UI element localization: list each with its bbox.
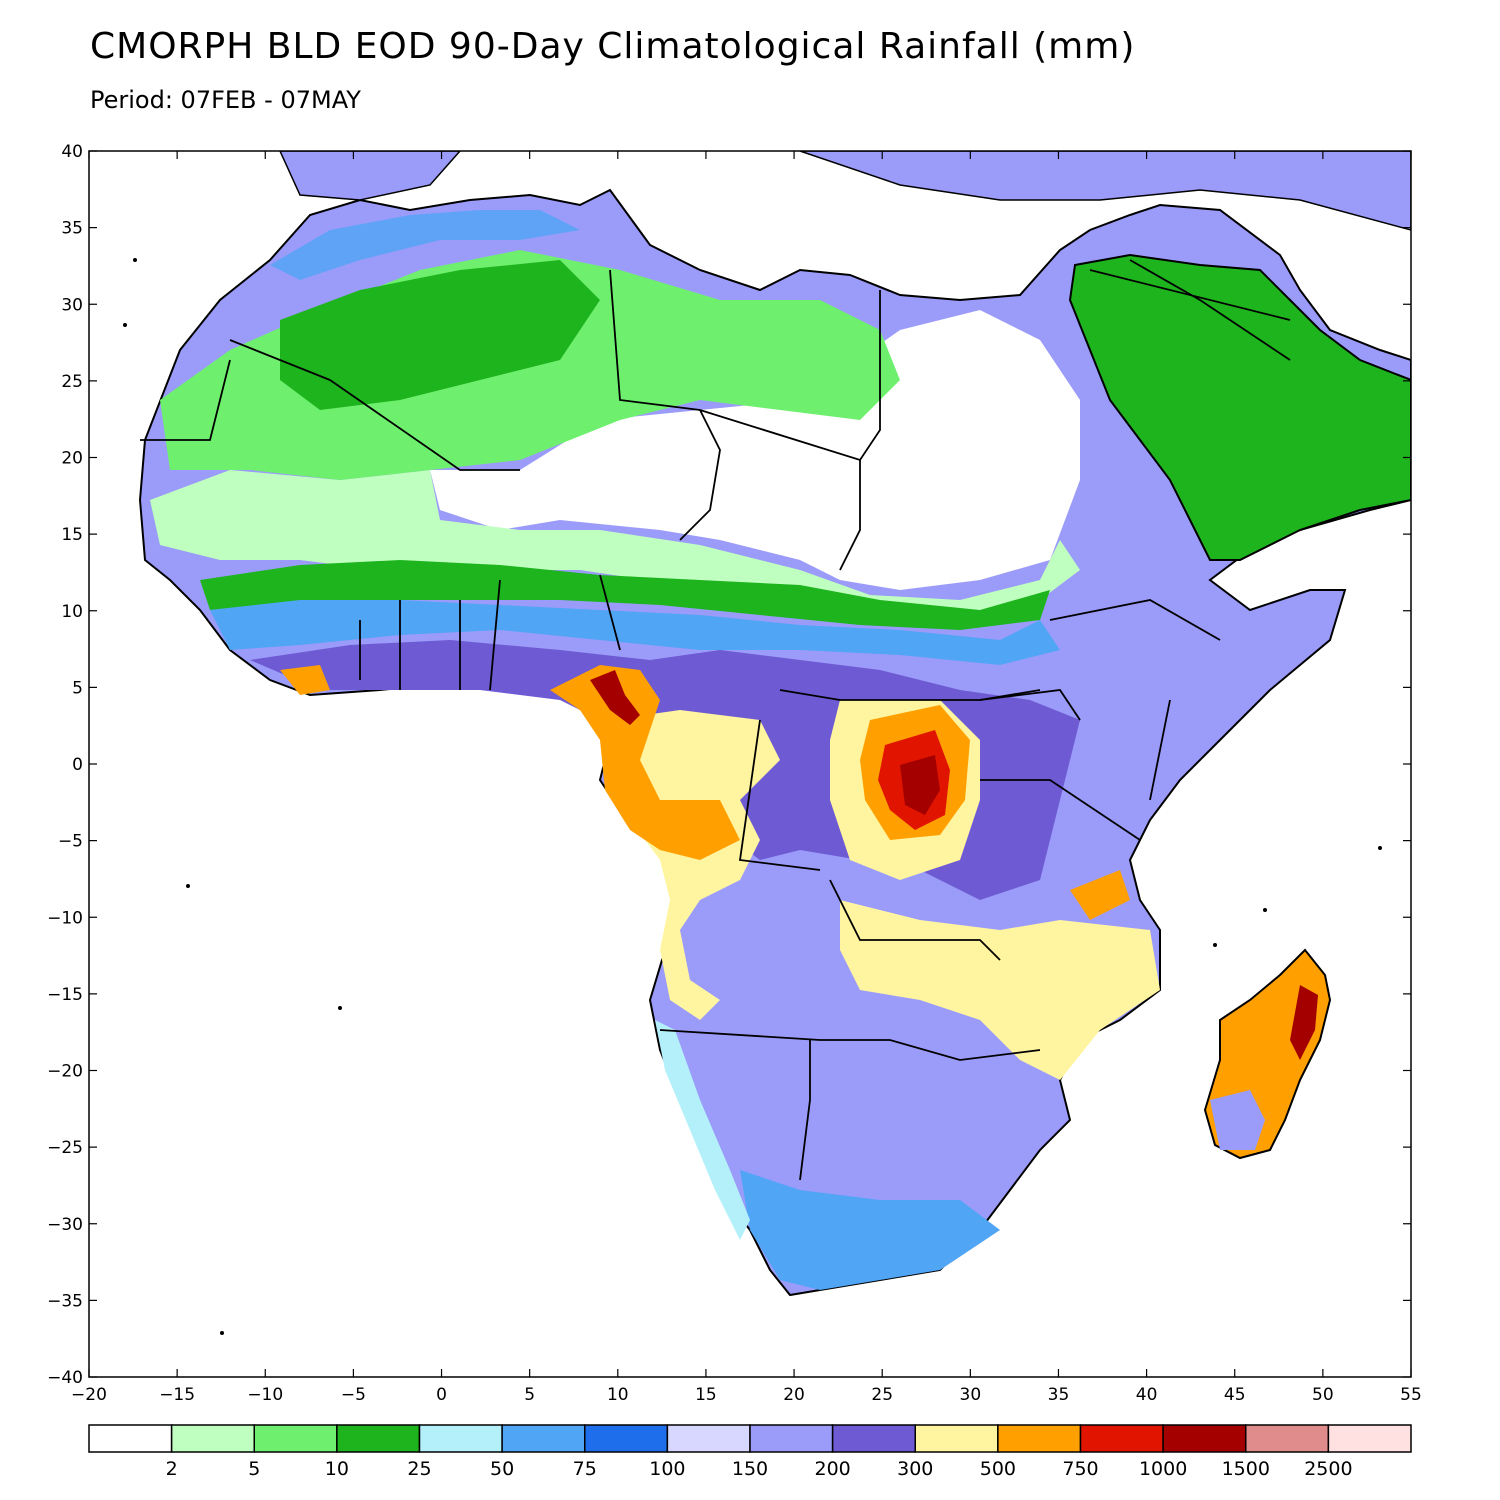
legend-swatch xyxy=(666,1424,751,1453)
legend-label: 750 xyxy=(1062,1458,1098,1480)
y-tick-label: 25 xyxy=(61,372,83,392)
legend-swatch xyxy=(997,1424,1082,1453)
madagascar-red-zone xyxy=(1290,985,1318,1060)
x-axis: −20 −15 −10 −5 0 5 10 15 20 25 30 35 40 45 50 55 xyxy=(71,151,1422,1405)
sahara-dry-zone xyxy=(430,310,1080,590)
sahel-blue-band xyxy=(210,600,1060,665)
legend-swatch xyxy=(914,1424,999,1453)
x-tick-label: −10 xyxy=(247,1385,283,1405)
y-tick-label: 30 xyxy=(61,295,83,315)
cameroon-orange-zone xyxy=(550,665,740,860)
legend-label: 1000 xyxy=(1139,1458,1187,1480)
x-tick-label: 55 xyxy=(1400,1385,1422,1405)
sahel-green-band xyxy=(200,560,1050,630)
x-tick-label: −20 xyxy=(71,1385,107,1405)
x-tick-label: 35 xyxy=(1048,1385,1070,1405)
europe-strip xyxy=(279,151,462,201)
y-tick-label: −35 xyxy=(47,1291,83,1311)
legend-swatch xyxy=(253,1424,338,1453)
x-tick-label: −15 xyxy=(159,1385,195,1405)
y-tick-label: 10 xyxy=(61,602,83,622)
color-legend: 2 5 10 25 50 75 100 150 200 300 500 750 1000 1500 2500 xyxy=(88,1424,1412,1480)
southern-blue-zone xyxy=(740,1170,1000,1290)
x-tick-label: 40 xyxy=(1136,1385,1158,1405)
y-tick-label: −10 xyxy=(47,908,83,928)
legend-swatch xyxy=(1245,1424,1330,1453)
legend-label: 75 xyxy=(573,1458,597,1480)
x-tick-label: 15 xyxy=(695,1385,717,1405)
islands xyxy=(123,258,1382,1335)
legend-swatch xyxy=(1162,1424,1247,1453)
legend-label: 5 xyxy=(248,1458,260,1480)
x-tick-label: 25 xyxy=(871,1385,893,1405)
map-canvas xyxy=(123,151,1411,1335)
madagascar-purple-zone xyxy=(1210,1090,1265,1150)
legend-label: 500 xyxy=(980,1458,1016,1480)
y-axis: 40 35 30 25 20 15 10 5 0 −5 −10 −15 −20 −25 −30 −35 −40 xyxy=(47,142,1411,1388)
legend-swatch xyxy=(418,1424,503,1453)
x-tick-label: 20 xyxy=(783,1385,805,1405)
legend-label: 200 xyxy=(814,1458,850,1480)
legend-label: 25 xyxy=(407,1458,431,1480)
cameroon-red-zone xyxy=(590,670,640,725)
y-tick-label: 15 xyxy=(61,525,83,545)
legend-swatch xyxy=(1327,1424,1412,1453)
legend-swatch xyxy=(170,1424,255,1453)
x-tick-label: −5 xyxy=(341,1385,366,1405)
arabia-landmass xyxy=(1068,253,1411,561)
x-tick-label: 50 xyxy=(1312,1385,1334,1405)
congo-darkred-zone xyxy=(900,755,940,815)
north-dark-green xyxy=(280,260,600,410)
y-tick-label: 35 xyxy=(61,219,83,239)
namib-coast-band xyxy=(655,1020,750,1240)
y-tick-label: 0 xyxy=(72,755,83,775)
southern-yellow-zone xyxy=(840,900,1160,1080)
legend-label: 300 xyxy=(897,1458,933,1480)
legend-swatch xyxy=(501,1424,586,1453)
legend-label: 10 xyxy=(325,1458,349,1480)
y-tick-label: −5 xyxy=(58,832,83,852)
legend-swatch xyxy=(831,1424,916,1453)
legend-swatch xyxy=(584,1424,669,1453)
x-tick-label: 30 xyxy=(960,1385,982,1405)
y-tick-label: −25 xyxy=(47,1138,83,1158)
legend-swatch xyxy=(336,1424,421,1453)
y-tick-label: 5 xyxy=(72,678,83,698)
legend-label: 100 xyxy=(649,1458,685,1480)
tanzania-orange-zone xyxy=(1070,870,1130,920)
legend-swatch xyxy=(88,1424,173,1453)
map-subtitle: Period: 07FEB - 07MAY xyxy=(90,86,361,114)
y-tick-label: 20 xyxy=(61,449,83,469)
legend-label: 2500 xyxy=(1304,1458,1352,1480)
x-tick-label: 0 xyxy=(436,1385,447,1405)
y-tick-label: −15 xyxy=(47,985,83,1005)
y-tick-label: −40 xyxy=(47,1368,83,1388)
x-tick-label: 5 xyxy=(524,1385,535,1405)
legend-label: 1500 xyxy=(1222,1458,1270,1480)
liberia-orange-zone xyxy=(280,665,330,695)
y-tick-label: −30 xyxy=(47,1215,83,1235)
coastal-blue xyxy=(270,210,580,280)
sahel-light-green xyxy=(150,470,1080,620)
legend-label: 50 xyxy=(490,1458,514,1480)
x-tick-label: 10 xyxy=(607,1385,629,1405)
legend-swatch xyxy=(749,1424,834,1453)
legend-swatch xyxy=(1079,1424,1164,1453)
y-tick-label: −20 xyxy=(47,1062,83,1082)
x-tick-label: 45 xyxy=(1224,1385,1246,1405)
legend-label: 2 xyxy=(166,1458,178,1480)
country-borders xyxy=(140,259,1291,1181)
map-title: CMORPH BLD EOD 90-Day Climatological Rai… xyxy=(90,26,1136,67)
y-tick-label: 40 xyxy=(61,142,83,162)
med-east-strip xyxy=(799,151,1411,231)
legend-label: 150 xyxy=(732,1458,768,1480)
